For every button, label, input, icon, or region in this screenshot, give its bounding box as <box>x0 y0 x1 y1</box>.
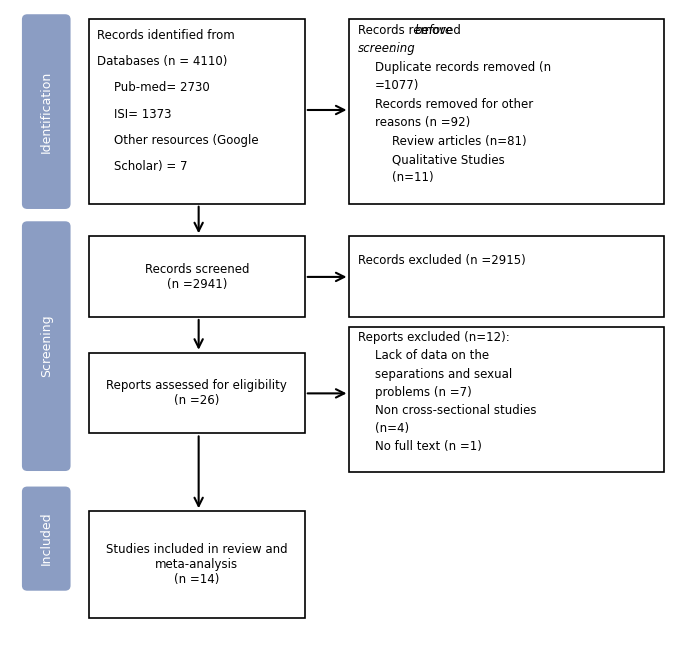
Text: Screening: Screening <box>40 315 53 377</box>
Text: :: : <box>390 43 394 56</box>
Text: (n=4): (n=4) <box>375 422 409 435</box>
Text: Scholar) = 7: Scholar) = 7 <box>114 160 188 173</box>
Text: Non cross-sectional studies: Non cross-sectional studies <box>375 404 536 417</box>
Text: separations and sexual: separations and sexual <box>375 367 512 380</box>
Text: Reports assessed for eligibility
(n =26): Reports assessed for eligibility (n =26) <box>106 379 288 407</box>
FancyBboxPatch shape <box>22 487 71 591</box>
Text: Qualitative Studies: Qualitative Studies <box>392 153 505 166</box>
Text: Databases (n = 4110): Databases (n = 4110) <box>97 55 227 68</box>
Text: Reports excluded (n=12):: Reports excluded (n=12): <box>358 331 510 344</box>
Text: Identification: Identification <box>40 71 53 153</box>
Text: Records excluded (n =2915): Records excluded (n =2915) <box>358 254 525 267</box>
Text: Review articles (n=81): Review articles (n=81) <box>392 135 527 148</box>
Text: Duplicate records removed (n: Duplicate records removed (n <box>375 61 551 74</box>
Bar <box>89 511 305 618</box>
Text: screening: screening <box>358 43 415 56</box>
Text: Records screened
(n =2941): Records screened (n =2941) <box>145 263 249 291</box>
Text: Records removed: Records removed <box>358 24 464 37</box>
Bar <box>89 19 305 204</box>
Text: =1077): =1077) <box>375 80 419 93</box>
Text: Records removed for other: Records removed for other <box>375 98 533 111</box>
Text: Records identified from: Records identified from <box>97 28 235 41</box>
Text: Lack of data on the: Lack of data on the <box>375 349 489 362</box>
Text: Studies included in review and
meta-analysis
(n =14): Studies included in review and meta-anal… <box>106 543 288 586</box>
Bar <box>89 353 305 433</box>
FancyBboxPatch shape <box>22 14 71 209</box>
Text: before: before <box>414 24 453 37</box>
Text: Pub-med= 2730: Pub-med= 2730 <box>114 82 210 94</box>
Text: No full text (n =1): No full text (n =1) <box>375 441 482 454</box>
Text: ISI= 1373: ISI= 1373 <box>114 108 172 121</box>
Bar <box>349 236 664 317</box>
Text: problems (n =7): problems (n =7) <box>375 386 471 399</box>
Text: reasons (n =92): reasons (n =92) <box>375 116 470 129</box>
Bar <box>89 236 305 317</box>
Text: Included: Included <box>40 512 53 565</box>
FancyBboxPatch shape <box>22 221 71 471</box>
Bar <box>349 19 664 204</box>
Text: (n=11): (n=11) <box>392 171 434 184</box>
Text: Other resources (Google: Other resources (Google <box>114 134 259 147</box>
Bar <box>349 327 664 472</box>
